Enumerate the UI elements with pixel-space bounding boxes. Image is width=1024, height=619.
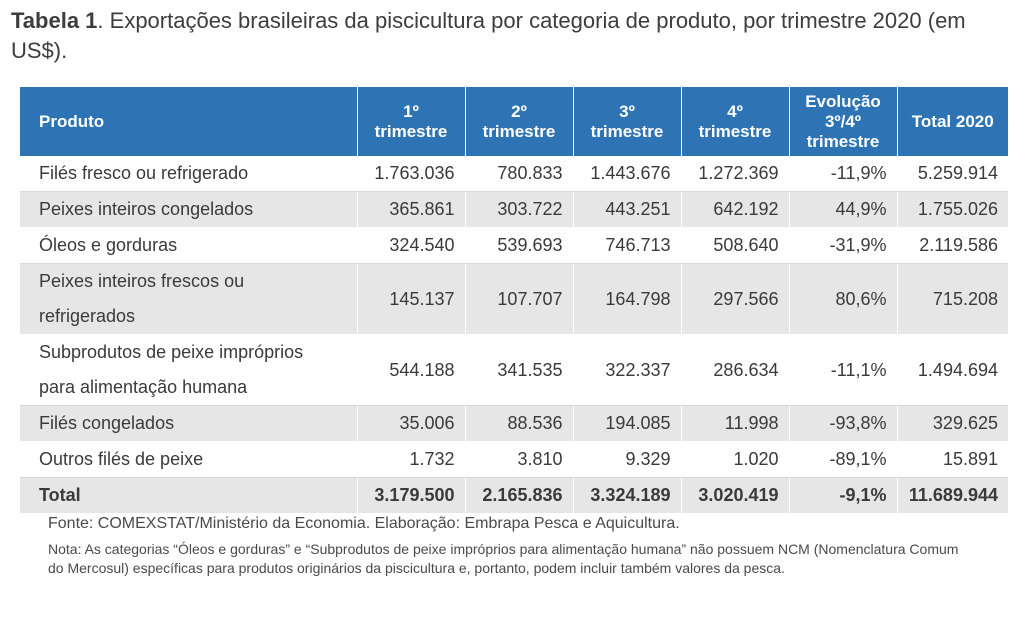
cell-evolucao: -89,1% (789, 441, 898, 478)
cell-produto: Outros filés de peixe (20, 441, 358, 478)
header-q2: 2º trimestre (465, 87, 574, 156)
cell-q2: 303.722 (465, 191, 574, 228)
cell-q2: 341.535 (465, 334, 574, 406)
note-text: Nota: As categorias “Óleos e gorduras” e… (48, 541, 959, 576)
cell-q1: 1.763.036 (357, 156, 466, 192)
cell-q1: 145.137 (357, 263, 466, 335)
table-title: Tabela 1. Exportações brasileiras da pis… (11, 6, 1011, 66)
cell-total: 715.208 (897, 263, 1008, 335)
header-q4: 4º trimestre (681, 87, 790, 156)
cell-q1: 544.188 (357, 334, 466, 406)
table-row: Óleos e gorduras 324.540 539.693 746.713… (20, 227, 1008, 264)
cell-q2: 88.536 (465, 405, 574, 442)
cell-q2: 3.810 (465, 441, 574, 478)
table-row: Peixes inteiros congelados 365.861 303.7… (20, 191, 1008, 228)
total-2020: 11.689.944 (897, 477, 1008, 513)
cell-q4: 11.998 (681, 405, 790, 442)
header-total: Total 2020 (897, 87, 1008, 156)
total-q3: 3.324.189 (573, 477, 682, 513)
header-q1: 1º trimestre (357, 87, 466, 156)
source-text: Fonte: COMEXSTAT/Ministério da Economia.… (48, 515, 680, 532)
table-row: Filés congelados 35.006 88.536 194.085 1… (20, 405, 1008, 442)
cell-q3: 443.251 (573, 191, 682, 228)
cell-produto: Peixes inteiros congelados (20, 191, 358, 228)
header-evolucao: Evolução 3º/4º trimestre (789, 87, 898, 156)
cell-evolucao: 80,6% (789, 263, 898, 335)
cell-evolucao: -11,1% (789, 334, 898, 406)
cell-q1: 324.540 (357, 227, 466, 264)
cell-q3: 746.713 (573, 227, 682, 264)
table-title-text: . Exportações brasileiras da piscicultur… (11, 8, 966, 63)
cell-total: 5.259.914 (897, 156, 1008, 192)
total-label: Total (20, 477, 358, 513)
cell-q4: 286.634 (681, 334, 790, 406)
cell-q2: 780.833 (465, 156, 574, 192)
table-title-label: Tabela 1 (11, 8, 98, 33)
cell-q4: 297.566 (681, 263, 790, 335)
cell-produto: Peixes inteiros frescos ou refrigerados (20, 263, 358, 335)
table-row: Filés fresco ou refrigerado 1.763.036 78… (20, 156, 1008, 192)
cell-q3: 9.329 (573, 441, 682, 478)
cell-total: 1.494.694 (897, 334, 1008, 406)
table-header-row: Produto 1º trimestre 2º trimestre 3º tri… (20, 87, 1008, 156)
cell-produto: Filés congelados (20, 405, 358, 442)
cell-total: 1.755.026 (897, 191, 1008, 228)
cell-q2: 107.707 (465, 263, 574, 335)
cell-evolucao: -31,9% (789, 227, 898, 264)
cell-q1: 1.732 (357, 441, 466, 478)
cell-total: 15.891 (897, 441, 1008, 478)
cell-q3: 194.085 (573, 405, 682, 442)
table-row: Subprodutos de peixe impróprios para ali… (20, 334, 1008, 406)
cell-q3: 322.337 (573, 334, 682, 406)
cell-evolucao: -93,8% (789, 405, 898, 442)
cell-produto: Subprodutos de peixe impróprios para ali… (20, 334, 358, 406)
cell-produto: Óleos e gorduras (20, 227, 358, 264)
cell-q4: 642.192 (681, 191, 790, 228)
cell-q4: 1.020 (681, 441, 790, 478)
cell-produto: Filés fresco ou refrigerado (20, 156, 358, 192)
header-produto: Produto (20, 87, 358, 156)
cell-evolucao: -11,9% (789, 156, 898, 192)
cell-q3: 1.443.676 (573, 156, 682, 192)
total-q2: 2.165.836 (465, 477, 574, 513)
cell-q2: 539.693 (465, 227, 574, 264)
cell-q1: 35.006 (357, 405, 466, 442)
exports-table: Produto 1º trimestre 2º trimestre 3º tri… (20, 87, 1008, 513)
cell-q4: 508.640 (681, 227, 790, 264)
header-q3: 3º trimestre (573, 87, 682, 156)
table-total-row: Total 3.179.500 2.165.836 3.324.189 3.02… (20, 477, 1008, 513)
table-row: Peixes inteiros frescos ou refrigerados … (20, 263, 1008, 335)
cell-total: 329.625 (897, 405, 1008, 442)
total-q1: 3.179.500 (357, 477, 466, 513)
cell-q1: 365.861 (357, 191, 466, 228)
cell-q4: 1.272.369 (681, 156, 790, 192)
total-evolucao: -9,1% (789, 477, 898, 513)
cell-evolucao: 44,9% (789, 191, 898, 228)
cell-q3: 164.798 (573, 263, 682, 335)
total-q4: 3.020.419 (681, 477, 790, 513)
table-row: Outros filés de peixe 1.732 3.810 9.329 … (20, 441, 1008, 478)
cell-total: 2.119.586 (897, 227, 1008, 264)
